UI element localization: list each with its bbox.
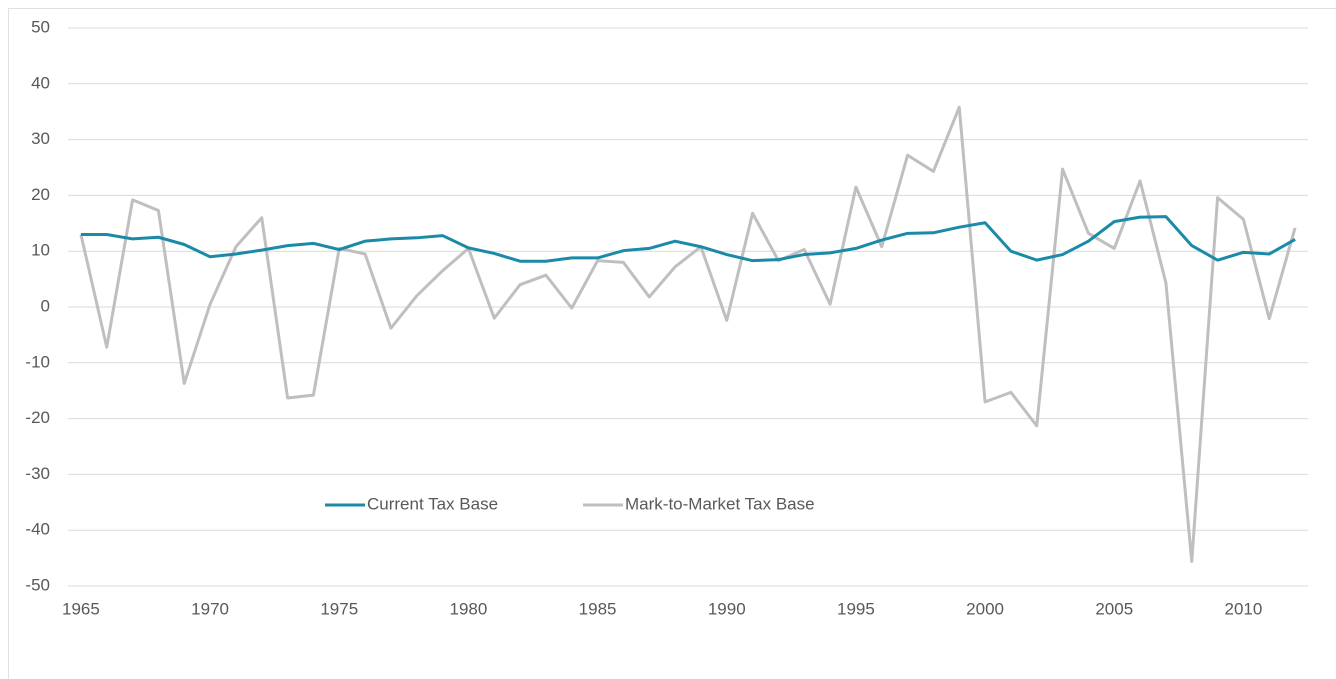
y-tick-label: -10 xyxy=(25,352,50,371)
y-tick-label: -50 xyxy=(25,575,50,594)
x-tick-label: 1970 xyxy=(191,599,229,618)
y-tick-label: 20 xyxy=(31,185,50,204)
x-tick-label: 1995 xyxy=(837,599,875,618)
legend-label: Current Tax Base xyxy=(367,494,498,513)
y-tick-label: 50 xyxy=(31,17,50,36)
x-tick-label: 1980 xyxy=(450,599,488,618)
x-tick-label: 1965 xyxy=(62,599,100,618)
x-tick-label: 1985 xyxy=(579,599,617,618)
legend-label: Mark-to-Market Tax Base xyxy=(625,494,815,513)
y-tick-label: -40 xyxy=(25,520,50,539)
frame xyxy=(8,8,1336,679)
y-tick-label: -20 xyxy=(25,408,50,427)
y-tick-label: 10 xyxy=(31,241,50,260)
x-tick-label: 2000 xyxy=(966,599,1004,618)
x-tick-label: 2010 xyxy=(1225,599,1263,618)
x-tick-label: 1975 xyxy=(320,599,358,618)
y-tick-label: 30 xyxy=(31,129,50,148)
series-line xyxy=(79,105,1297,563)
y-tick-label: 40 xyxy=(31,73,50,92)
y-tick-label: -30 xyxy=(25,464,50,483)
series-line xyxy=(80,215,1296,263)
y-tick-label: 0 xyxy=(41,296,50,315)
x-tick-label: 1990 xyxy=(708,599,746,618)
x-tick-label: 2005 xyxy=(1095,599,1133,618)
